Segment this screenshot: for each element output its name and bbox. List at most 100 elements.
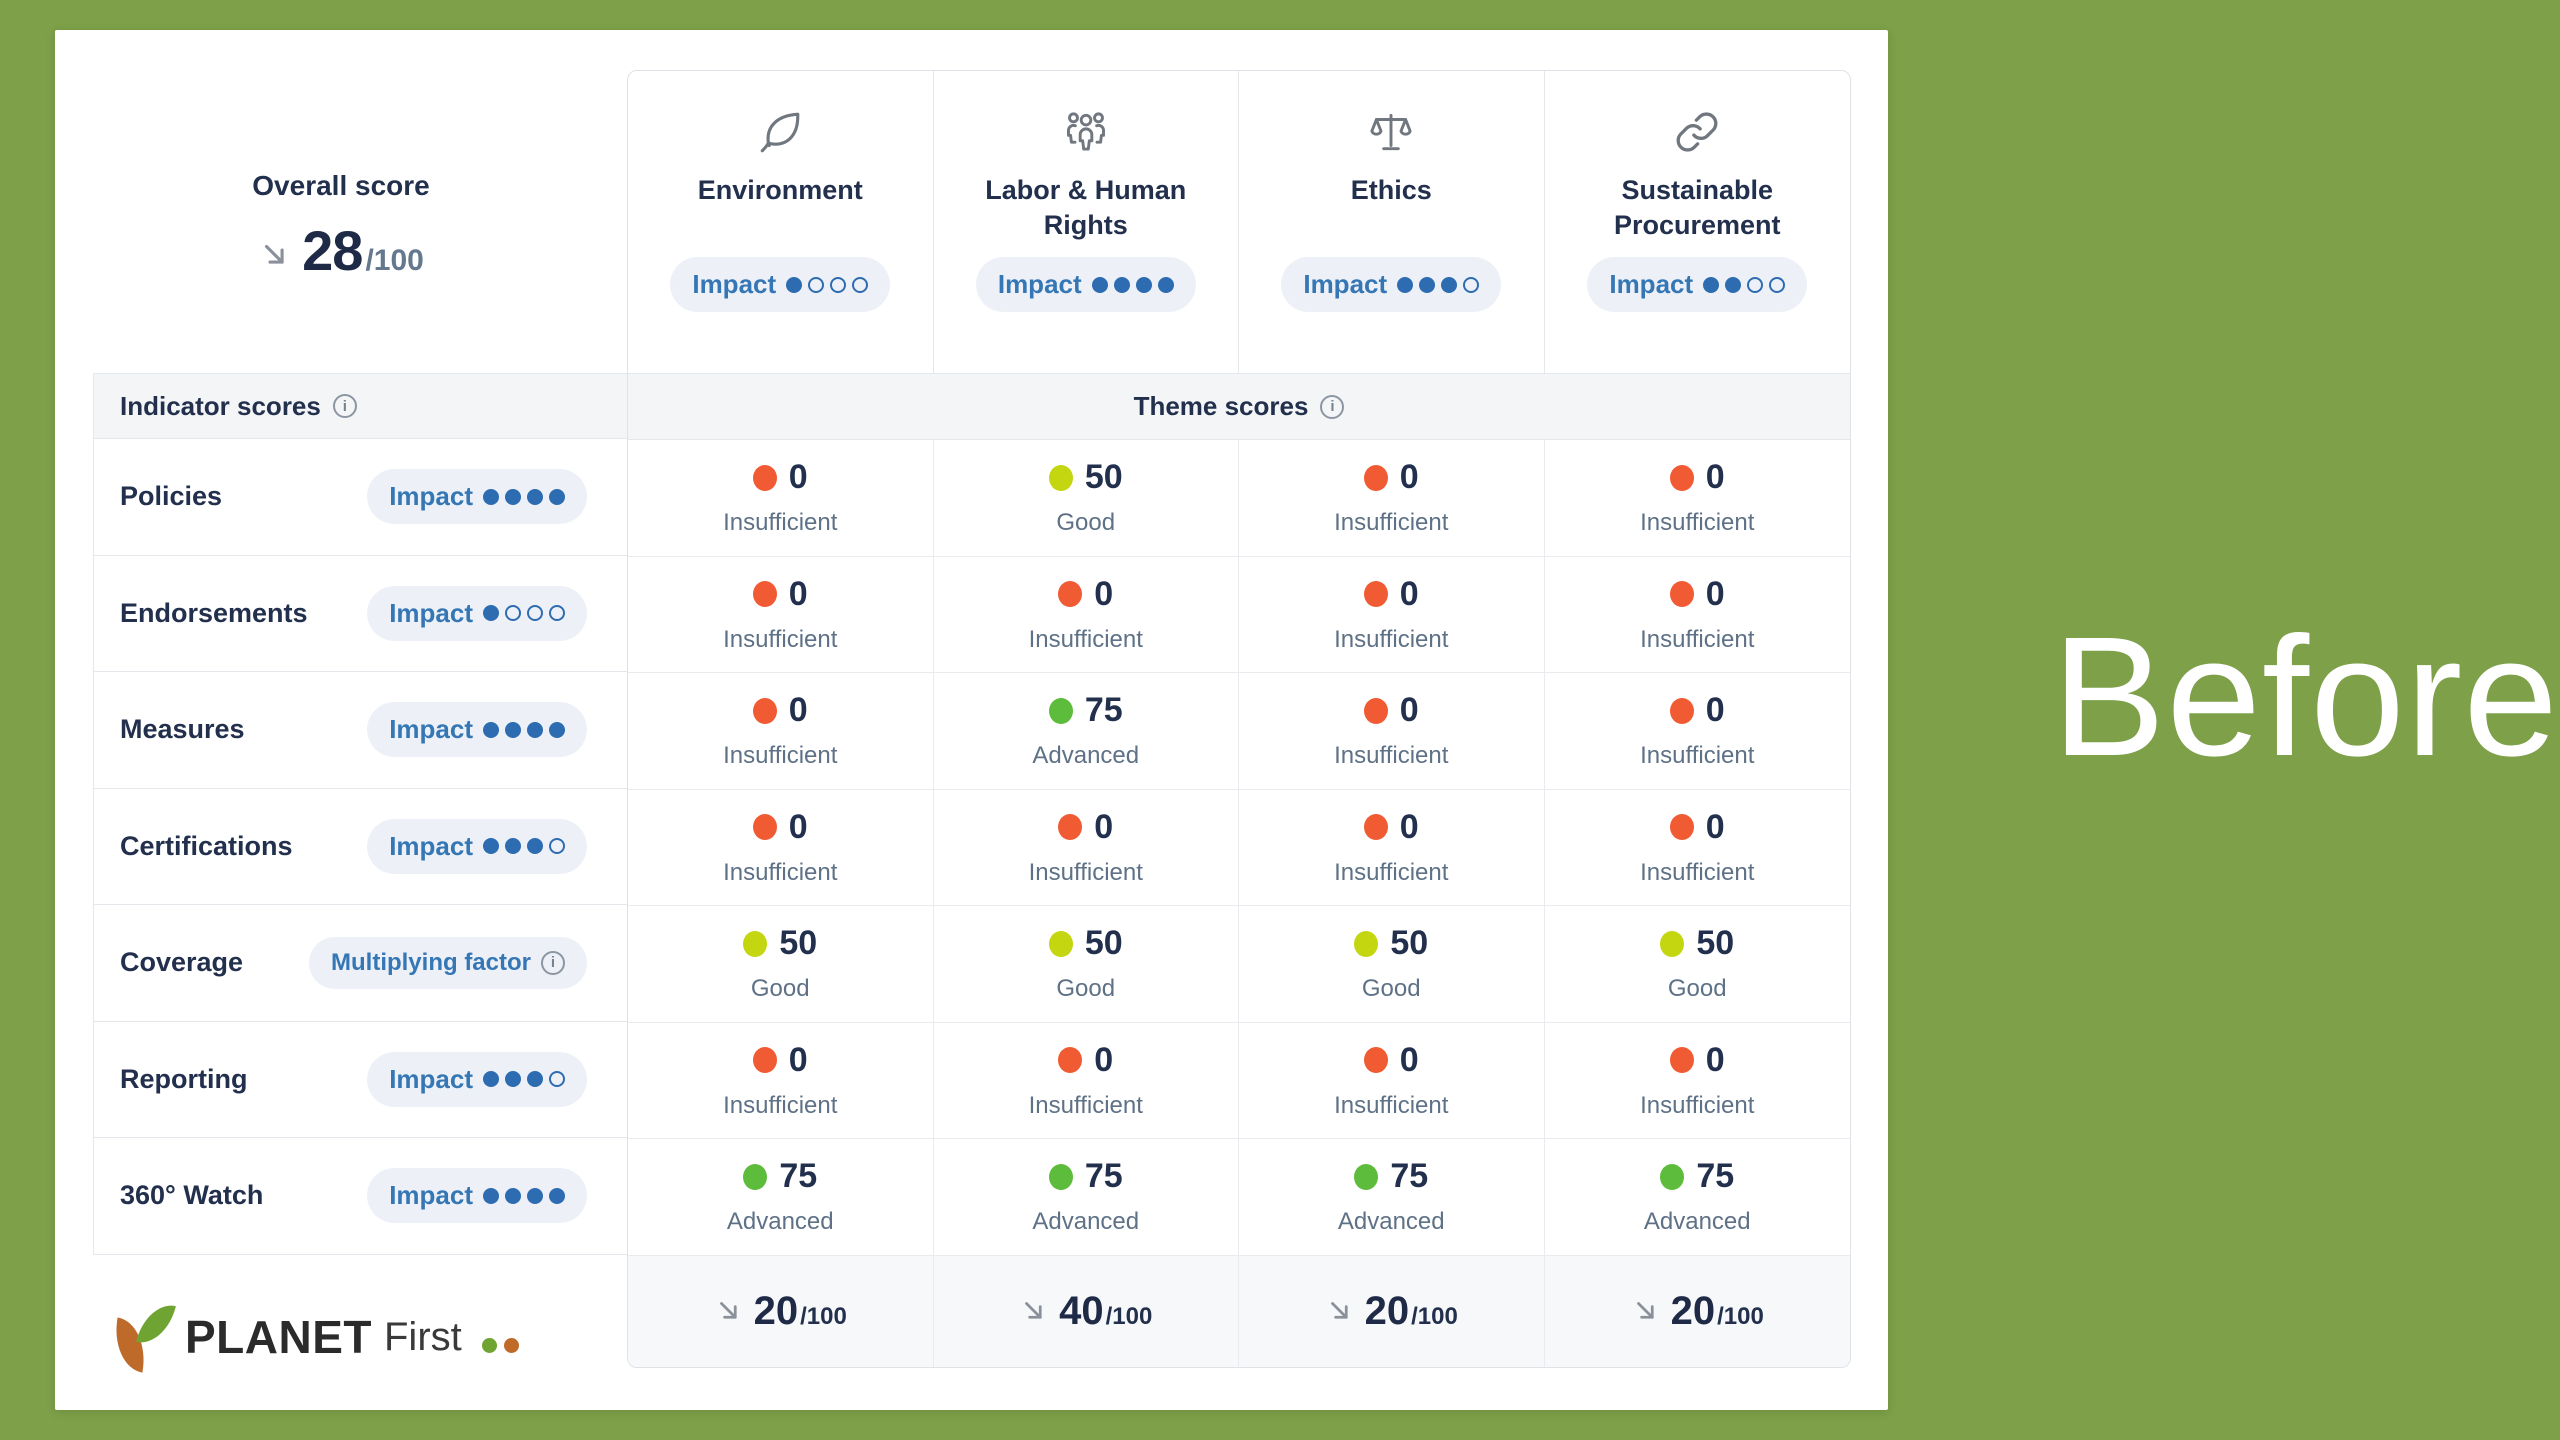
score-status-dot-insufficient	[1669, 581, 1694, 608]
impact-dot-filled	[505, 838, 521, 855]
impact-badge-label: Impact	[389, 597, 473, 628]
indicator-row-certifications: Certifications Impact	[93, 788, 627, 905]
indicator-name: Policies	[120, 481, 223, 512]
theme-scores-title: Theme scores	[1133, 391, 1309, 421]
impact-dot-empty	[1747, 276, 1764, 293]
score-value-line: 0	[752, 1041, 808, 1080]
score-value: 0	[1399, 1040, 1419, 1079]
score-status-dot-insufficient	[752, 1047, 777, 1074]
trend-down-icon	[1325, 1296, 1355, 1326]
score-status-dot-good	[1660, 930, 1685, 957]
logo-dots	[481, 1337, 519, 1353]
impact-dot-filled	[1113, 276, 1130, 293]
score-rating-label: Advanced	[1643, 1208, 1751, 1236]
impact-badge: Impact	[367, 1051, 587, 1107]
indicator-row-360-watch: 360° Watch Impact	[93, 1138, 627, 1255]
score-status-dot-insufficient	[752, 814, 777, 841]
score-status-dot-insufficient	[752, 581, 777, 608]
theme-total-denominator: /100	[1105, 1302, 1153, 1330]
score-value-line: 0	[1363, 575, 1419, 614]
theme-header-ethics: Ethics Impact	[1239, 71, 1545, 374]
theme-total-number: 20	[753, 1288, 799, 1333]
score-status-dot-good	[1354, 930, 1379, 957]
logo-suffix: First	[384, 1314, 462, 1359]
theme-title: Environment	[697, 175, 863, 205]
impact-badge-label: Impact	[389, 1063, 473, 1094]
score-value: 0	[1399, 691, 1419, 730]
score-status-dot-insufficient	[752, 464, 777, 491]
indicator-row-measures: Measures Impact	[93, 672, 627, 789]
score-rating-label: Insufficient	[1640, 625, 1755, 653]
impact-badge-label: Impact	[389, 481, 473, 512]
impact-dot-empty	[549, 838, 565, 855]
planet-first-logo: PLANET First	[108, 1292, 519, 1382]
score-status-dot-insufficient	[1058, 1047, 1083, 1074]
impact-dot-filled	[505, 721, 521, 738]
impact-dot-filled	[786, 276, 803, 293]
indicator-row-endorsements: Endorsements Impact	[93, 555, 627, 672]
score-value-line: 0	[1058, 808, 1113, 847]
indicator-name: 360° Watch	[120, 1180, 264, 1211]
trend-down-icon	[1019, 1296, 1049, 1326]
score-status-dot-insufficient	[1363, 464, 1388, 491]
impact-dot-filled	[483, 721, 499, 738]
theme-total-score: 20/100	[1545, 1256, 1851, 1368]
score-status-dot-insufficient	[752, 697, 777, 724]
score-status-dot-good	[1048, 930, 1073, 957]
score-status-dot-advanced	[1048, 697, 1073, 724]
impact-dot-empty	[830, 276, 847, 293]
impact-badge: Impact	[367, 469, 587, 525]
score-value: 0	[1399, 458, 1419, 497]
score-cell: 0 Insufficient	[628, 789, 934, 906]
score-rating-label: Good	[1361, 975, 1421, 1003]
multiplying-factor-badge: Multiplying factor i	[309, 936, 587, 989]
impact-dot-empty	[1769, 276, 1786, 293]
score-value: 50	[1696, 924, 1735, 963]
score-status-dot-insufficient	[1669, 464, 1694, 491]
theme-header-sustainable-procurement: Sustainable Procurement Impact	[1544, 71, 1850, 374]
impact-dots	[483, 838, 565, 855]
green-dot-icon	[481, 1337, 497, 1353]
score-value: 50	[1084, 924, 1123, 963]
score-cell: 0 Insufficient	[933, 789, 1239, 906]
score-value: 0	[788, 574, 808, 613]
score-value: 50	[1084, 458, 1123, 497]
score-cell: 75 Advanced	[933, 1139, 1239, 1256]
info-icon[interactable]: i	[332, 394, 357, 418]
score-cell: 75 Advanced	[1239, 1139, 1545, 1256]
score-value-line: 50	[1048, 458, 1123, 497]
score-value: 0	[788, 691, 808, 730]
link-icon	[1672, 107, 1722, 157]
overall-score-value: 28 /100	[258, 218, 424, 283]
score-rating-label: Insufficient	[723, 509, 838, 537]
theme-total-denominator: /100	[800, 1302, 847, 1330]
info-icon[interactable]: i	[541, 950, 565, 975]
impact-dot-empty	[852, 276, 869, 293]
theme-total-denominator: /100	[1411, 1302, 1458, 1330]
indicator-name: Coverage	[120, 947, 244, 978]
score-cell: 75 Advanced	[628, 1139, 934, 1256]
impact-dot-filled	[1397, 276, 1414, 293]
impact-dots	[483, 721, 565, 738]
impact-dot-filled	[505, 1071, 521, 1088]
score-status-dot-advanced	[1354, 1163, 1379, 1190]
impact-badge: Impact	[975, 257, 1196, 312]
impact-badge-label: Impact	[389, 714, 473, 745]
score-value-line: 0	[1669, 458, 1725, 497]
indicator-scores-title: Indicator scores	[120, 390, 321, 421]
impact-dot-filled	[527, 838, 543, 855]
impact-dot-filled	[1725, 276, 1742, 293]
score-value: 0	[1705, 807, 1725, 846]
score-rating-label: Advanced	[1032, 742, 1140, 770]
score-cell: 0 Insufficient	[628, 440, 934, 557]
score-value-line: 0	[1669, 807, 1725, 847]
trend-down-icon	[1631, 1296, 1661, 1326]
trend-down-icon	[258, 238, 292, 272]
info-icon[interactable]: i	[1320, 394, 1345, 419]
before-label: Before	[2052, 602, 2559, 792]
indicator-row-coverage: Coverage Multiplying factor i	[93, 905, 627, 1022]
impact-dots	[483, 1187, 565, 1204]
impact-dot-empty	[549, 605, 565, 622]
leaf-icon	[755, 107, 805, 157]
